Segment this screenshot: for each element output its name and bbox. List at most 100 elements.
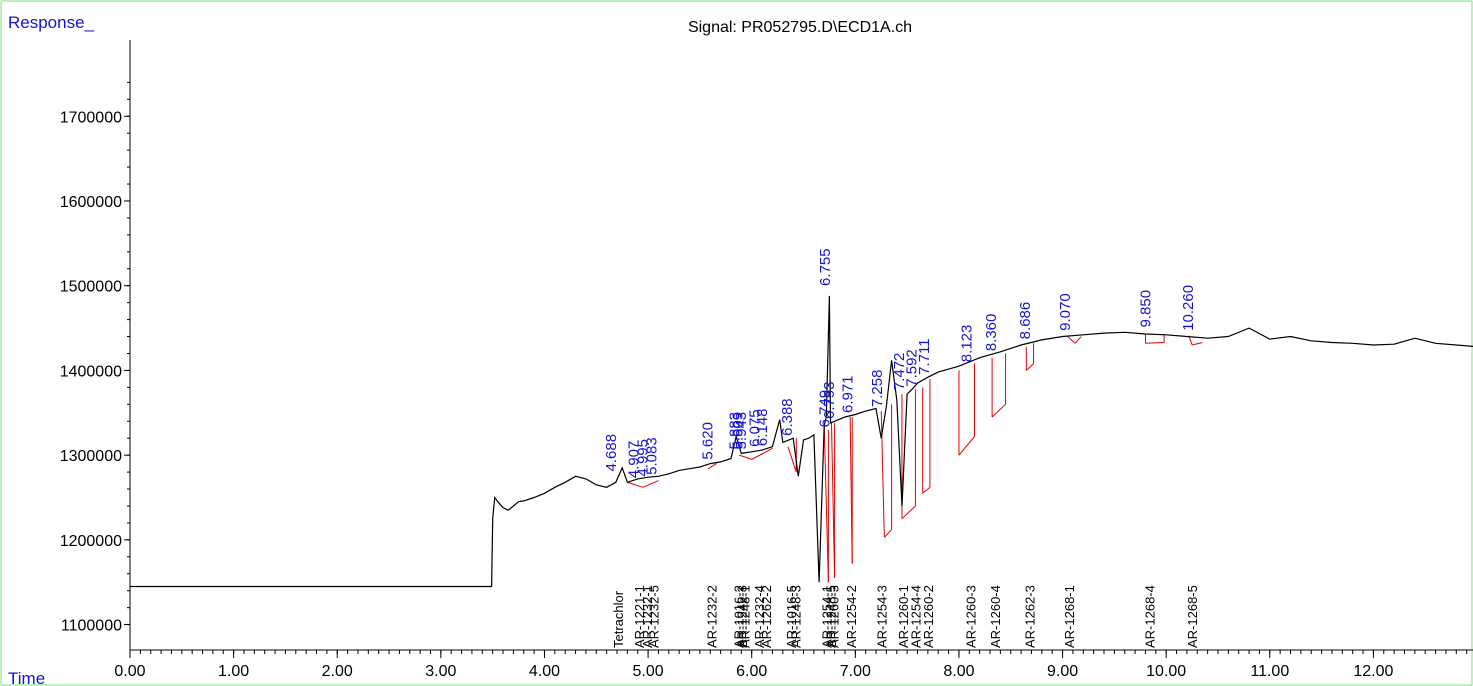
compound-label: AR-1254-1 bbox=[819, 585, 834, 648]
y-tick-label: 1400000 bbox=[60, 363, 122, 380]
compound-label: AR-1248-5 bbox=[823, 585, 838, 648]
peak-label: 10.260 bbox=[1180, 285, 1197, 331]
integration-baselines bbox=[627, 333, 1203, 583]
compound-label: AR-1232-2 bbox=[704, 585, 719, 648]
peak-label: 9.070 bbox=[1057, 293, 1074, 331]
peak-label: 8.360 bbox=[983, 314, 1000, 352]
baseline-segment bbox=[707, 463, 717, 470]
baseline-segment bbox=[823, 425, 829, 583]
baseline-segment bbox=[739, 454, 752, 460]
x-tick-label: 3.00 bbox=[425, 663, 456, 680]
baseline-segment bbox=[922, 486, 931, 494]
compound-label: AR-1232-5 bbox=[646, 585, 661, 648]
peak-label: 7.472 bbox=[891, 353, 908, 391]
compound-labels: Tetrachlor AR-1221-1AR-1232-1AR-1232-5 AR-… bbox=[611, 585, 1200, 648]
peak-label: 6.755 bbox=[817, 248, 834, 286]
signal-line bbox=[130, 295, 1473, 588]
peak-label: 4.907 bbox=[625, 441, 642, 479]
compound-label: AR-1221-1 bbox=[632, 585, 647, 648]
compound-label: AR-1248-1 bbox=[737, 585, 752, 648]
baseline-segment bbox=[627, 481, 644, 488]
peak-label: 5.943 bbox=[733, 412, 750, 450]
y-axis-label: Response_ bbox=[8, 13, 95, 32]
peak-label: 6.075 bbox=[746, 409, 763, 447]
baseline-segment bbox=[991, 403, 1006, 418]
y-tick-label: 1700000 bbox=[60, 109, 122, 126]
peak-label: 5.883 bbox=[727, 412, 744, 450]
compound-label: AR-1254-3 bbox=[874, 585, 889, 648]
compound-label: AR-1268-1 bbox=[1062, 585, 1077, 648]
x-tick-label: 9.00 bbox=[1047, 663, 1078, 680]
compound-label: AR-1260-3 bbox=[963, 585, 978, 648]
peak-label: 9.850 bbox=[1138, 290, 1155, 328]
peak-label: 7.711 bbox=[916, 338, 933, 374]
compound-label: AR-1254-2 bbox=[844, 585, 859, 648]
peak-label: 5.909 bbox=[729, 412, 746, 450]
compound-label: AR-1262-2 bbox=[759, 585, 774, 648]
compound-label: AR-1242-3 bbox=[734, 585, 749, 648]
peak-label: 4.688 bbox=[603, 434, 620, 472]
compound-label: AR-1260-4 bbox=[988, 585, 1003, 648]
signal-trace bbox=[130, 295, 1473, 588]
compound-label: AR-1254-4 bbox=[908, 585, 923, 648]
compound-label: AR-1268-5 bbox=[1185, 585, 1200, 648]
baseline-segment bbox=[1025, 363, 1034, 371]
peak-label: 6.793 bbox=[821, 381, 838, 419]
baseline-segment bbox=[1067, 336, 1076, 344]
y-tick-label: 1500000 bbox=[60, 279, 122, 296]
compound-label: AR-1016-5 bbox=[784, 585, 799, 648]
compound-label: Tetrachlor bbox=[611, 590, 626, 648]
x-tick-label: 10.00 bbox=[1146, 663, 1186, 680]
baseline-segment bbox=[1145, 341, 1165, 344]
x-tick-label: 6.00 bbox=[736, 663, 767, 680]
compound-label: AR-1260-2 bbox=[921, 585, 936, 648]
peak-label: 7.258 bbox=[869, 370, 886, 408]
x-tick-label: 2.00 bbox=[322, 663, 353, 680]
y-tick-label: 1100000 bbox=[61, 618, 122, 635]
baseline-segment bbox=[901, 505, 916, 520]
peak-label: 6.388 bbox=[779, 398, 796, 436]
compound-label: AR-1268-4 bbox=[1143, 585, 1158, 648]
y-tick-label: 1200000 bbox=[60, 533, 122, 550]
x-ticks: 0.00 1.00 2.00 3.00 4.00 5.00 6.00 7.00 8.00 9.00… bbox=[114, 650, 1468, 680]
peak-label: 8.123 bbox=[959, 325, 976, 363]
compound-label: AR-1232-1 bbox=[640, 585, 655, 648]
baseline-segment bbox=[1191, 341, 1203, 346]
compound-label: AR-1260-1 bbox=[896, 585, 911, 648]
peak-label: 6.148 bbox=[754, 409, 771, 447]
x-tick-label: 7.00 bbox=[840, 663, 871, 680]
baseline-segment bbox=[883, 529, 892, 538]
peak-label: 4.995 bbox=[635, 439, 652, 477]
baseline-segment bbox=[787, 446, 797, 473]
baseline-segment bbox=[1074, 336, 1082, 344]
compound-label: AR-1262-3 bbox=[1022, 585, 1037, 648]
x-tick-label: 4.00 bbox=[529, 663, 560, 680]
x-tick-label: 11.00 bbox=[1250, 663, 1289, 680]
x-tick-label: 12.00 bbox=[1353, 663, 1393, 680]
y-ticks: 1100000 1200000 1300000 1400000 1500000 16000… bbox=[60, 81, 130, 635]
baseline-segment bbox=[751, 447, 773, 460]
peak-label: 6.749 bbox=[816, 390, 833, 428]
baseline-segment bbox=[958, 436, 975, 456]
x-tick-label: 0.00 bbox=[114, 663, 145, 680]
compound-label: AR-1232-4 bbox=[752, 585, 767, 648]
x-tick-label: 1.00 bbox=[218, 663, 249, 680]
y-tick-label: 1300000 bbox=[60, 448, 122, 465]
baseline-segment bbox=[830, 422, 836, 578]
peak-label: 5.083 bbox=[644, 437, 661, 475]
peak-label: 8.686 bbox=[1017, 302, 1034, 340]
compound-label: AR-1260-3 bbox=[827, 585, 842, 648]
compound-label: AR-1248-3 bbox=[788, 585, 803, 648]
chart-title: Signal: PR052795.D\ECD1A.ch bbox=[688, 19, 912, 36]
peak-label: 6.971 bbox=[839, 375, 856, 413]
y-tick-label: 1600000 bbox=[60, 194, 122, 211]
x-tick-label: 5.00 bbox=[633, 663, 664, 680]
baseline-segment bbox=[642, 480, 659, 488]
peak-label: 7.592 bbox=[904, 349, 921, 387]
x-tick-label: 8.00 bbox=[943, 663, 974, 680]
x-axis-label: Time bbox=[8, 669, 45, 686]
peak-label: 5.620 bbox=[699, 422, 716, 460]
